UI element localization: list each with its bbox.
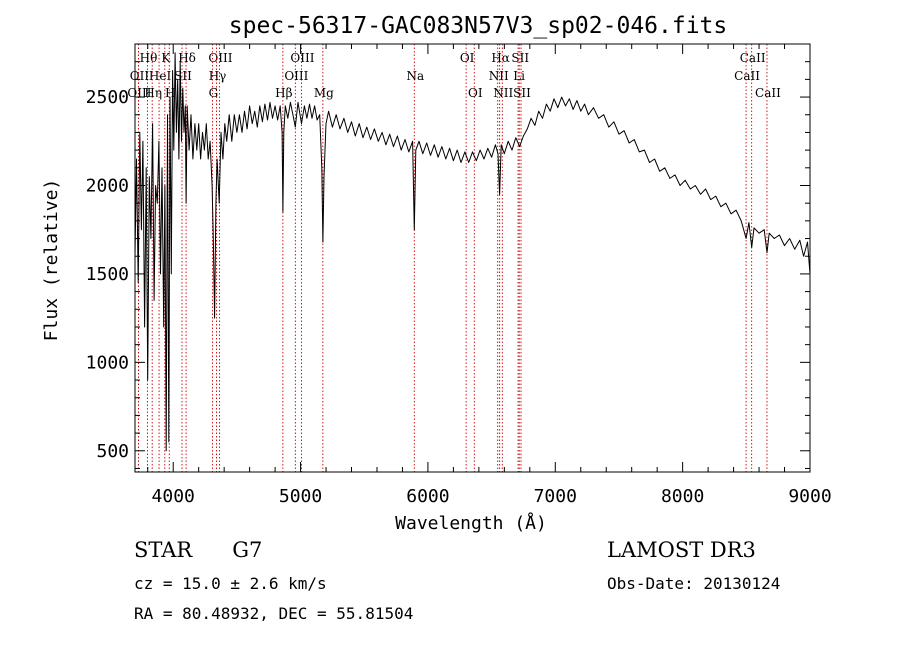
marker-label: NII bbox=[493, 86, 513, 100]
marker-label: SII bbox=[174, 69, 192, 83]
flux-line bbox=[134, 52, 811, 452]
marker-label: Hα bbox=[491, 51, 510, 65]
marker-label: OI bbox=[460, 51, 475, 65]
marker-label: CaII bbox=[755, 86, 781, 100]
marker-label: Hγ bbox=[209, 69, 227, 83]
line-markers: Hθ OII OIII K HeI Hη Hδ SII H OIII Hγ G OIII OIII Hβ Mg… bbox=[127, 44, 781, 472]
obs-date: Obs-Date: 20130124 bbox=[607, 574, 781, 593]
x-tick-label: 9000 bbox=[788, 486, 831, 507]
x-tick-label: 6000 bbox=[406, 486, 449, 507]
marker-label: Mg bbox=[314, 86, 334, 100]
marker-label: OII bbox=[130, 69, 150, 83]
y-tick-label: 500 bbox=[96, 441, 129, 462]
marker-label: CaII bbox=[740, 51, 766, 65]
x-axis-ticks: 4000 5000 6000 7000 8000 9000 bbox=[147, 44, 832, 507]
x-tick-label: 7000 bbox=[534, 486, 577, 507]
marker-label: OI bbox=[468, 86, 483, 100]
y-tick-label: 1500 bbox=[86, 264, 129, 285]
x-tick-label: 8000 bbox=[661, 486, 704, 507]
x-tick-label: 4000 bbox=[152, 486, 195, 507]
marker-label: Li bbox=[513, 69, 525, 83]
marker-label: K bbox=[161, 51, 171, 65]
coordinates: RA = 80.48932, DEC = 55.81504 bbox=[134, 604, 414, 623]
y-axis-ticks: 500 1000 1500 2000 2500 bbox=[86, 43, 810, 469]
marker-label: SII bbox=[511, 51, 529, 65]
marker-label: HeI bbox=[149, 69, 172, 83]
marker-label: Hθ bbox=[140, 51, 158, 65]
survey-name: LAMOST DR3 bbox=[607, 538, 756, 562]
y-axis-label: Flux (relative) bbox=[41, 179, 62, 342]
marker-label: OIII bbox=[208, 51, 232, 65]
marker-label: Hη bbox=[144, 86, 162, 100]
marker-label: G bbox=[209, 86, 219, 100]
redshift-value: cz = 15.0 ± 2.6 km/s bbox=[134, 574, 327, 593]
x-tick-label: 5000 bbox=[279, 486, 322, 507]
marker-label: OIII bbox=[290, 51, 314, 65]
object-class-value: STAR bbox=[134, 538, 193, 562]
marker-label: CaII bbox=[734, 69, 760, 83]
marker-label: OIII bbox=[284, 69, 308, 83]
chart-title: spec-56317-GAC083N57V3_sp02-046.fits bbox=[229, 13, 728, 39]
y-tick-label: 2500 bbox=[86, 87, 129, 108]
flux-series bbox=[134, 52, 811, 452]
marker-label: Na bbox=[406, 69, 424, 83]
marker-label: NII bbox=[489, 69, 509, 83]
marker-label: OIII bbox=[127, 86, 151, 100]
subclass-value: G7 bbox=[232, 538, 263, 562]
object-class: STAR G7 bbox=[134, 538, 262, 562]
y-tick-label: 1000 bbox=[86, 352, 129, 373]
marker-label: Hβ bbox=[275, 86, 292, 100]
y-tick-label: 2000 bbox=[86, 175, 129, 196]
x-axis-label: Wavelength (Å) bbox=[395, 512, 547, 534]
marker-label: Hδ bbox=[178, 51, 196, 65]
plot-frame bbox=[134, 43, 811, 473]
marker-label: H bbox=[165, 86, 175, 100]
marker-label: SII bbox=[513, 86, 531, 100]
